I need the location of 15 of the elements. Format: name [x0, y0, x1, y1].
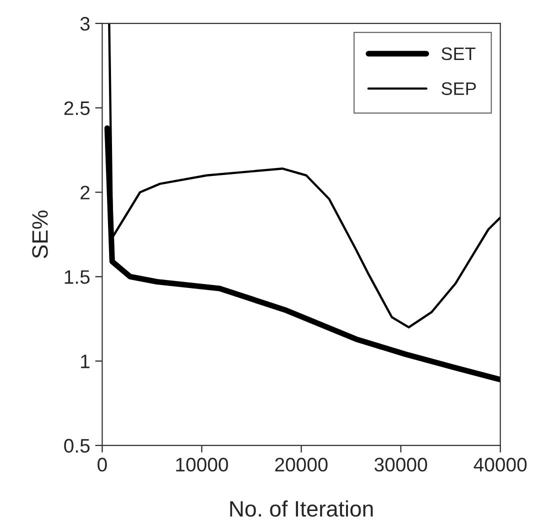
- y-tick-label: 1: [81, 354, 90, 368]
- y-axis-title: SE%: [32, 210, 48, 258]
- x-tick-label: 20000: [275, 458, 328, 472]
- y-tick-label: 3: [80, 16, 90, 31]
- x-tick-label: 0: [98, 458, 107, 472]
- x-axis-title: No. of Iteration: [230, 500, 373, 517]
- y-tick-label: 1.5: [64, 270, 90, 284]
- y-tick-label: 2.5: [64, 101, 90, 116]
- legend-label: SET: [442, 47, 476, 60]
- x-tick-label: 10000: [176, 458, 228, 472]
- x-tick-label: 40000: [474, 458, 527, 472]
- y-tick-label: 2: [80, 186, 90, 200]
- x-tick-label: 30000: [374, 458, 428, 472]
- y-tick-label: 0.5: [64, 438, 90, 453]
- legend-label: SEP: [442, 82, 476, 96]
